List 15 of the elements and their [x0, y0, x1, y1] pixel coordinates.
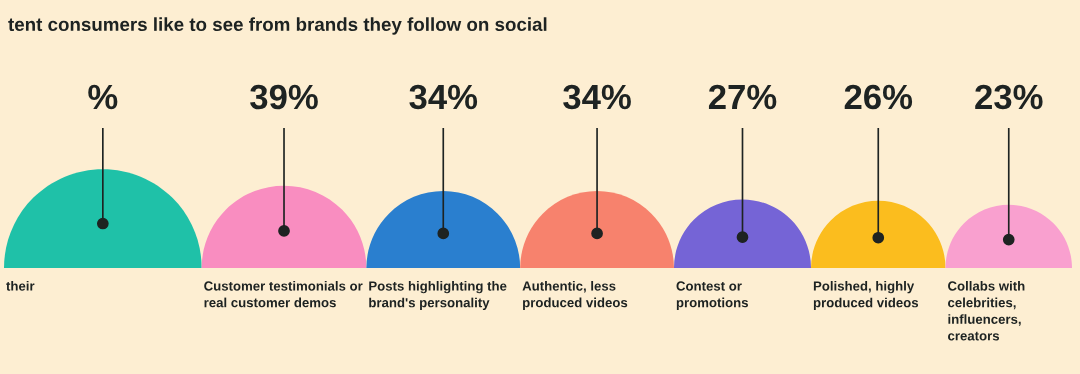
data-label: 26% [844, 84, 913, 110]
data-label: 39% [250, 84, 318, 110]
category-label: Authentic, less produced videos [522, 281, 628, 310]
category-label: Contest or promotions [676, 281, 748, 310]
category-label: their [6, 281, 35, 291]
text: tent consumers like to see from brands they follow on social [8, 17, 547, 35]
data-label: 34% [563, 84, 631, 110]
category-label: Customer testimonials or real customer demos [204, 281, 363, 308]
data-label: % [88, 84, 118, 110]
data-label: 23% [975, 84, 1043, 110]
category-label: Polished, highly produced videos [813, 281, 919, 310]
data-label: 27% [708, 84, 777, 110]
data-label: 34% [409, 84, 478, 110]
category-label: Collabs with celebrities, influencers, creators [948, 281, 1025, 341]
category-label: Posts highlighting the brand's personality [369, 281, 507, 310]
